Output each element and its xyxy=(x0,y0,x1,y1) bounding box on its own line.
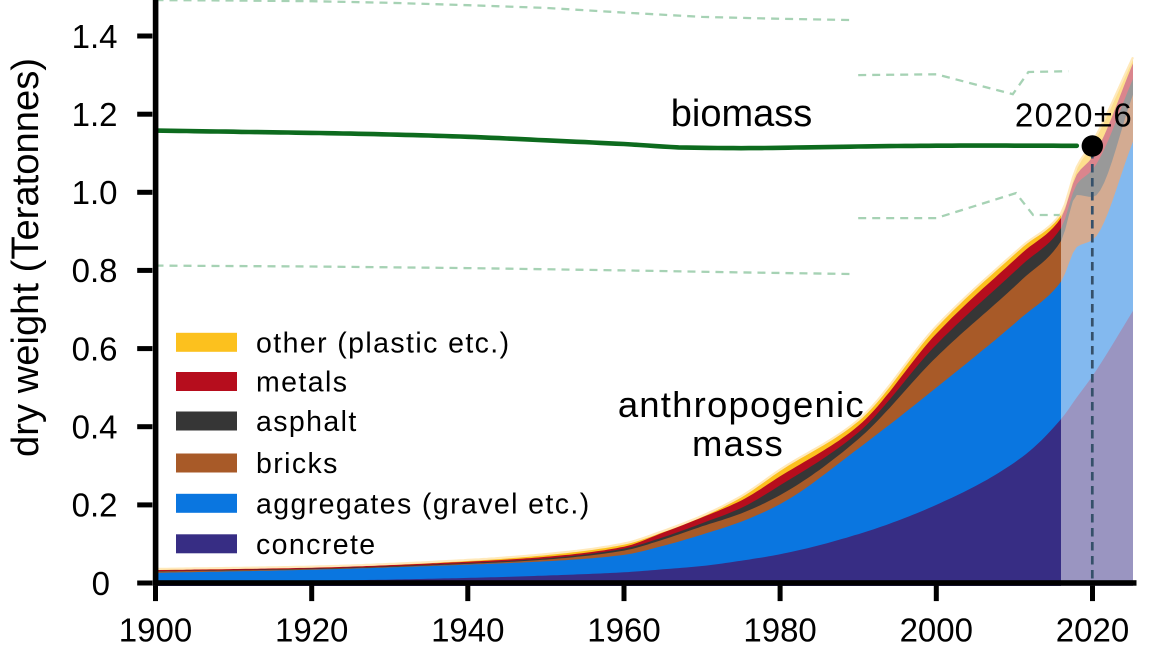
svg-text:dry weight (Teratonnes): dry weight (Teratonnes) xyxy=(4,58,47,457)
svg-text:1.4: 1.4 xyxy=(72,18,118,55)
svg-text:0.4: 0.4 xyxy=(72,409,118,446)
svg-text:bricks: bricks xyxy=(256,448,339,480)
svg-text:asphalt: asphalt xyxy=(256,406,358,438)
svg-text:1.0: 1.0 xyxy=(72,174,118,211)
svg-text:2000: 2000 xyxy=(900,612,973,649)
svg-text:0: 0 xyxy=(92,565,110,602)
svg-text:aggregates (gravel etc.): aggregates (gravel etc.) xyxy=(256,488,591,520)
svg-text:1.2: 1.2 xyxy=(72,96,118,133)
svg-text:anthropogenic: anthropogenic xyxy=(618,384,865,425)
svg-text:metals: metals xyxy=(256,367,348,399)
svg-text:2020: 2020 xyxy=(1056,612,1129,649)
svg-text:other (plastic etc.): other (plastic etc.) xyxy=(256,327,511,359)
svg-text:1980: 1980 xyxy=(743,612,816,649)
svg-text:0.2: 0.2 xyxy=(72,487,118,524)
svg-text:0.8: 0.8 xyxy=(72,252,118,289)
svg-text:0.6: 0.6 xyxy=(72,330,118,367)
svg-text:2020±6: 2020±6 xyxy=(1015,97,1133,134)
svg-text:biomass: biomass xyxy=(671,93,813,135)
svg-text:1920: 1920 xyxy=(275,612,348,649)
svg-text:concrete: concrete xyxy=(256,529,377,561)
svg-text:1960: 1960 xyxy=(587,612,660,649)
svg-text:1900: 1900 xyxy=(119,612,192,649)
svg-text:1940: 1940 xyxy=(431,612,504,649)
svg-text:mass: mass xyxy=(692,423,784,464)
